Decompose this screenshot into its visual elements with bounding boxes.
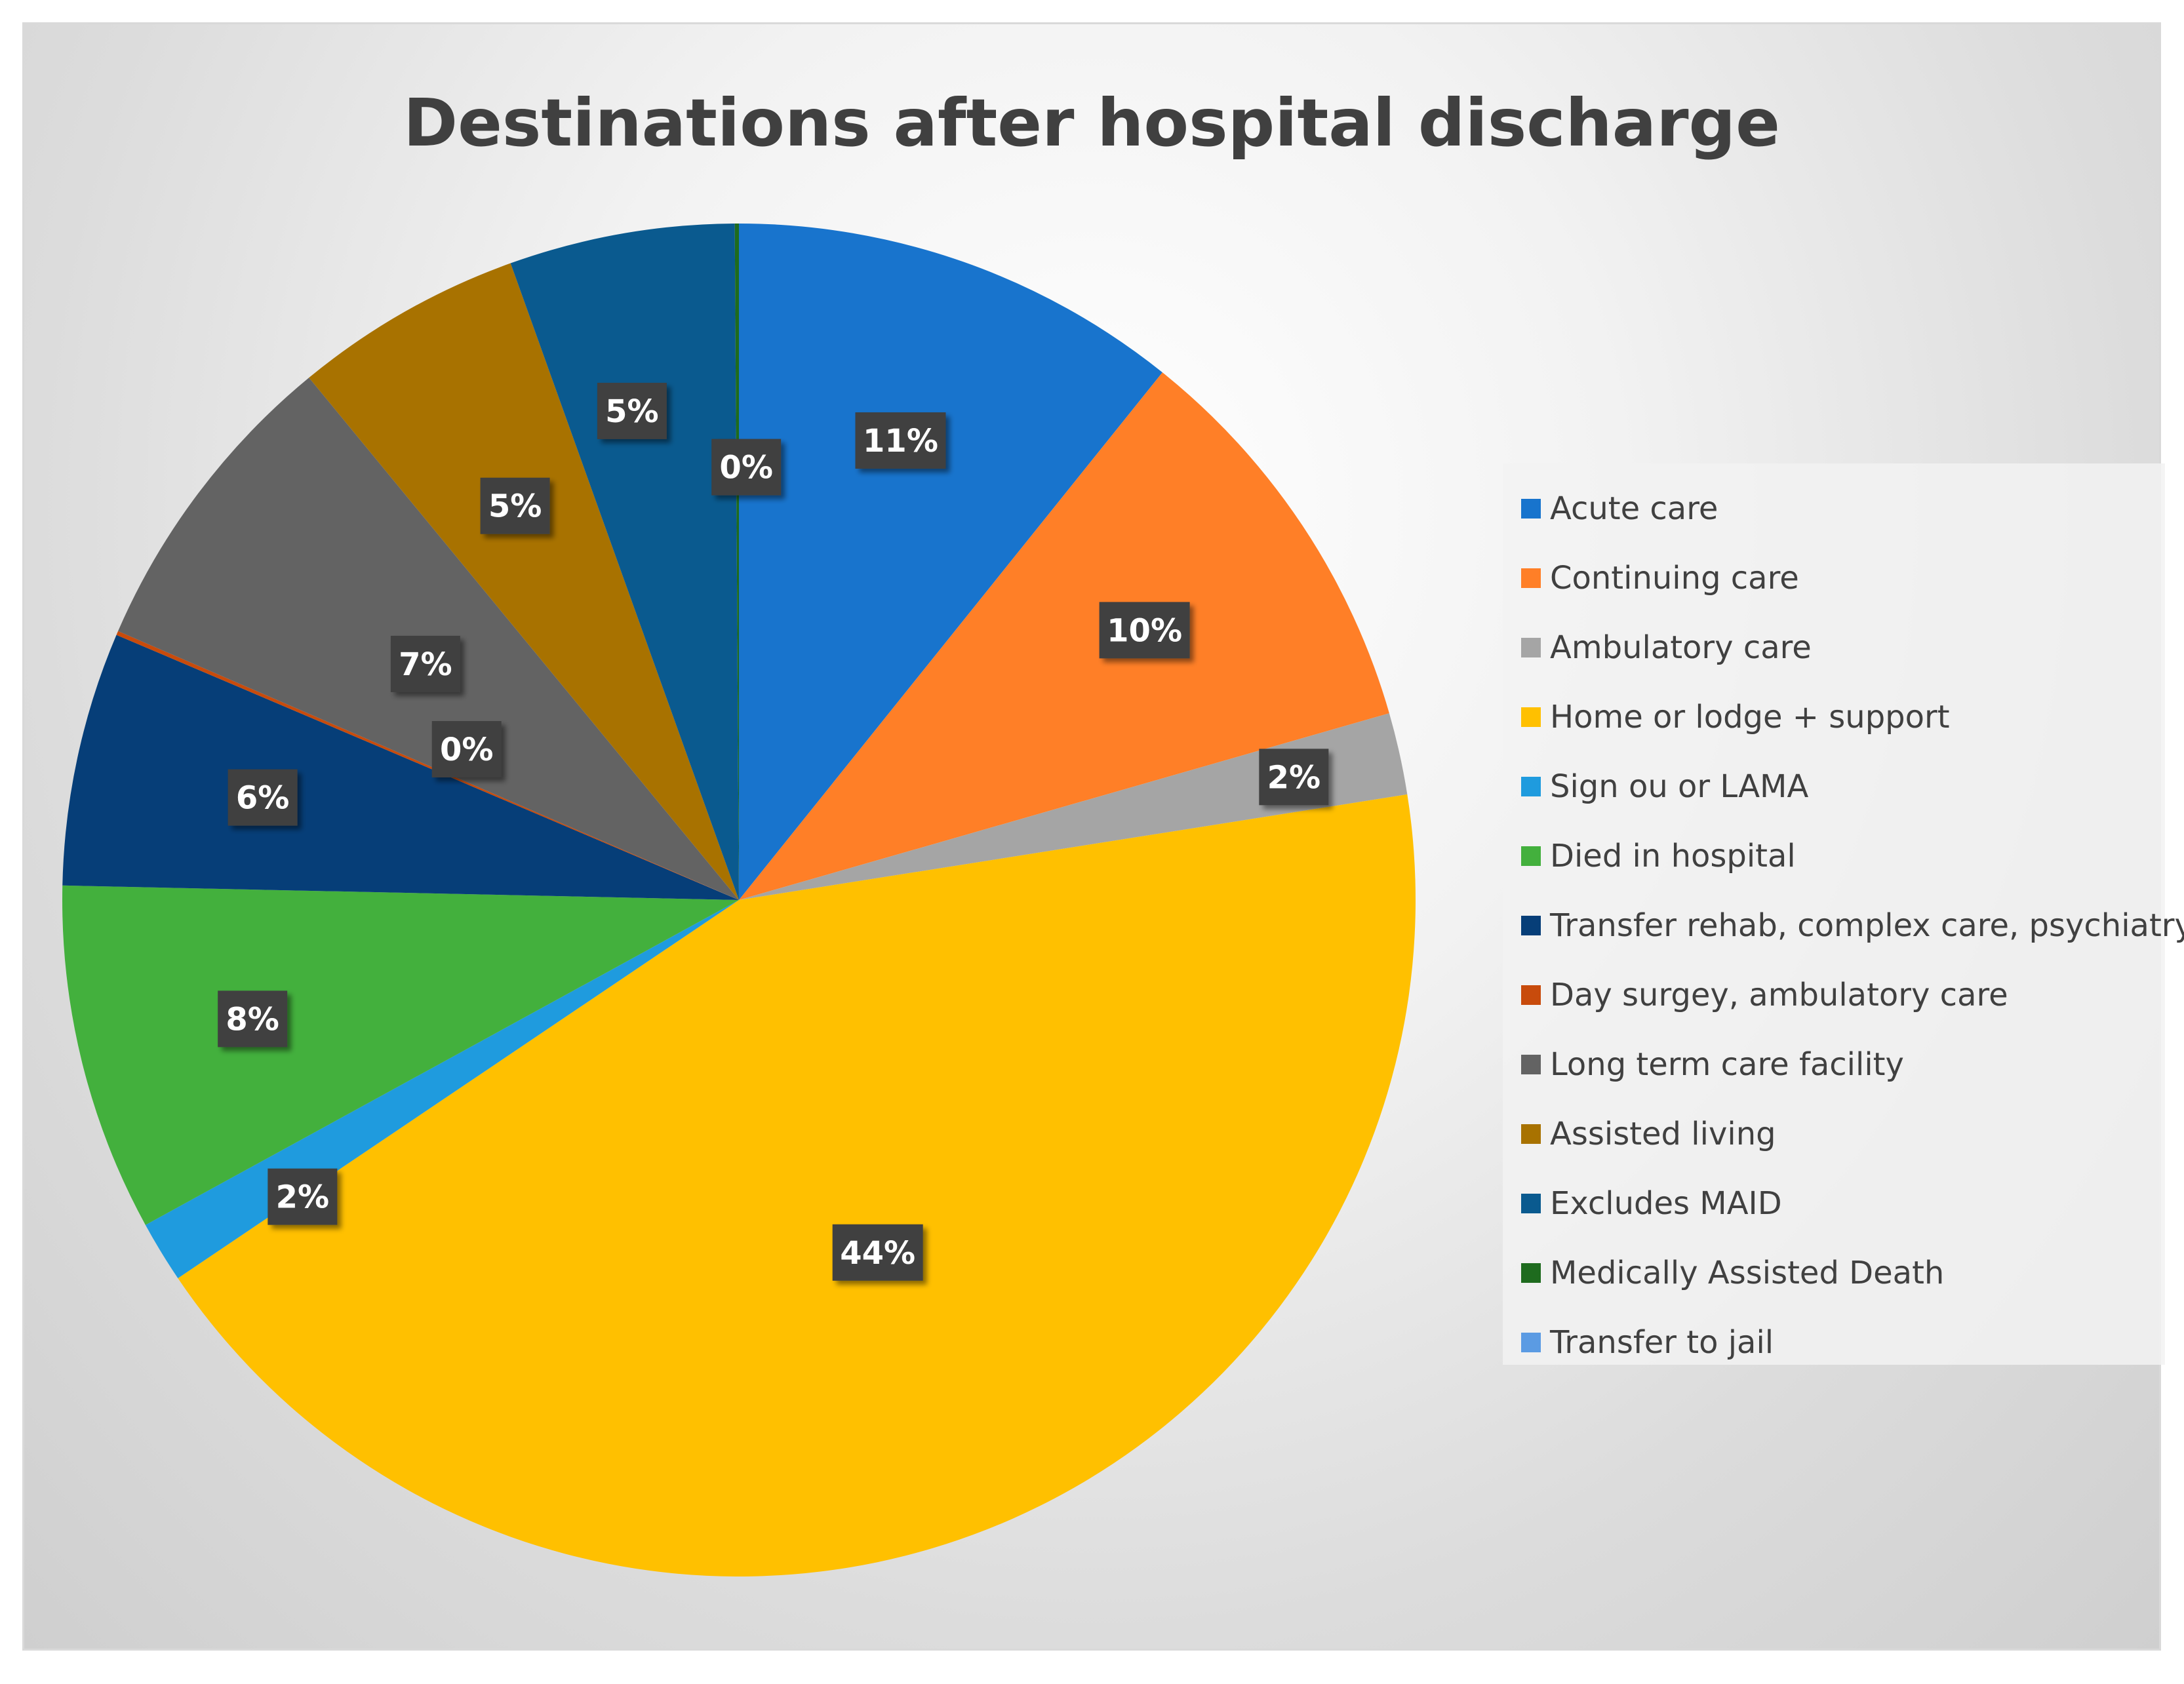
legend-label: Transfer to jail: [1550, 1324, 1774, 1361]
legend-label: Ambulatory care: [1550, 629, 1812, 666]
legend-label: Day surgey, ambulatory care: [1550, 977, 2008, 1013]
legend-label: Transfer rehab, complex care, psychiatry: [1550, 907, 2184, 944]
pie-slice-ambulatory-care: [739, 713, 1408, 900]
legend-item-long-term-care-facility: Long term care facility: [1521, 1030, 2165, 1099]
pie-slice-day-surgey-ambulatory-care: [116, 631, 740, 900]
legend-label: Assisted living: [1550, 1116, 1776, 1152]
legend-swatch: [1521, 1124, 1541, 1144]
legend-item-day-surgey-ambulatory-care: Day surgey, ambulatory care: [1521, 960, 2165, 1030]
svg-text:8%: 8%: [226, 1001, 279, 1038]
pie-slice-continuing-care: [739, 372, 1389, 900]
svg-text:0%: 0%: [719, 450, 773, 486]
svg-text:2%: 2%: [1267, 759, 1321, 796]
data-label-acute-care: 11%: [855, 412, 946, 469]
legend-swatch: [1521, 916, 1541, 935]
data-label-continuing-care: 10%: [1099, 602, 1190, 659]
data-label-assisted-living: 5%: [480, 477, 550, 534]
chart-frame: Destinations after hospital discharge 11…: [22, 22, 2184, 1651]
legend-item-died-in-hospital: Died in hospital: [1521, 821, 2165, 891]
svg-text:7%: 7%: [399, 646, 452, 683]
svg-text:10%: 10%: [1107, 612, 1182, 649]
svg-text:2%: 2%: [276, 1179, 330, 1216]
data-label-sign-ou-or-lama: 2%: [268, 1168, 338, 1225]
pie-chart: 11% 10% 2% 44% 2% 8% 6% 0% 7% 5% 5% 0%: [62, 224, 1416, 1576]
pie-slice-died-in-hospital: [62, 885, 739, 1225]
legend-swatch: [1521, 777, 1541, 796]
legend-label: Long term care facility: [1550, 1046, 1904, 1083]
svg-text:5%: 5%: [605, 393, 659, 430]
legend-swatch: [1521, 1263, 1541, 1283]
legend-label: Home or lodge + support: [1550, 699, 1950, 735]
svg-text:6%: 6%: [236, 780, 290, 817]
legend-swatch: [1521, 846, 1541, 866]
chart-title: Destinations after hospital discharge: [403, 85, 1780, 161]
legend-label: Died in hospital: [1550, 838, 1796, 874]
data-label-transfer-rehab-complex-care-psychiatry: 6%: [228, 769, 298, 826]
svg-text:44%: 44%: [840, 1235, 915, 1272]
data-label-home-or-lodge-support: 44%: [832, 1224, 923, 1281]
legend-item-sign-ou-or-lama: Sign ou or LAMA: [1521, 752, 2165, 821]
legend-label: Acute care: [1550, 490, 1718, 527]
pie-slice-excludes-maid: [510, 224, 739, 900]
svg-text:11%: 11%: [863, 423, 938, 460]
data-label-died-in-hospital: 8%: [218, 990, 288, 1048]
legend-item-transfer-rehab-complex-care-psychiatry: Transfer rehab, complex care, psychiatry: [1521, 891, 2184, 960]
data-label-excludes-maid: 5%: [597, 382, 667, 439]
legend-item-assisted-living: Assisted living: [1521, 1099, 2165, 1169]
legend-item-ambulatory-care: Ambulatory care: [1521, 613, 2165, 682]
legend-item-continuing-care: Continuing care: [1521, 543, 2165, 613]
legend-item-acute-care: Acute care: [1521, 474, 2165, 543]
data-label-day-surgey-ambulatory-care: 0%: [431, 721, 502, 778]
legend-swatch: [1521, 499, 1541, 519]
legend-item-home-or-lodge-support: Home or lodge + support: [1521, 682, 2165, 752]
data-label-ambulatory-care: 2%: [1259, 749, 1329, 806]
pie-slice-acute-care: [739, 224, 1162, 900]
legend-item-medically-assisted-death: Medically Assisted Death: [1521, 1238, 2165, 1308]
legend-item-transfer-to-jail: Transfer to jail: [1521, 1308, 2165, 1377]
pie-slice-assisted-living: [309, 263, 739, 900]
legend-swatch: [1521, 1333, 1541, 1352]
svg-text:0%: 0%: [440, 732, 494, 768]
legend-swatch: [1521, 1055, 1541, 1074]
pie-slice-medically-assisted-death: [734, 224, 739, 900]
data-label-long-term-care-facility: 7%: [390, 635, 460, 692]
legend: Acute care Continuing care Ambulatory care…: [1503, 463, 2184, 1365]
legend-label: Medically Assisted Death: [1550, 1255, 1945, 1291]
pie-slice-home-or-lodge-support: [178, 794, 1416, 1576]
pie-slice-transfer-rehab-complex-care-psychiatry: [62, 635, 740, 900]
legend-label: Sign ou or LAMA: [1550, 768, 1809, 805]
legend-item-excludes-maid: Excludes MAID: [1521, 1169, 2165, 1238]
legend-swatch: [1521, 568, 1541, 588]
svg-text:5%: 5%: [488, 488, 542, 525]
legend-swatch: [1521, 707, 1541, 727]
data-label-medically-assisted-death: 0%: [711, 439, 782, 496]
legend-swatch: [1521, 1194, 1541, 1213]
legend-label: Excludes MAID: [1550, 1185, 1782, 1222]
legend-label: Continuing care: [1550, 560, 1799, 597]
legend-swatch: [1521, 985, 1541, 1005]
legend-swatch: [1521, 638, 1541, 657]
